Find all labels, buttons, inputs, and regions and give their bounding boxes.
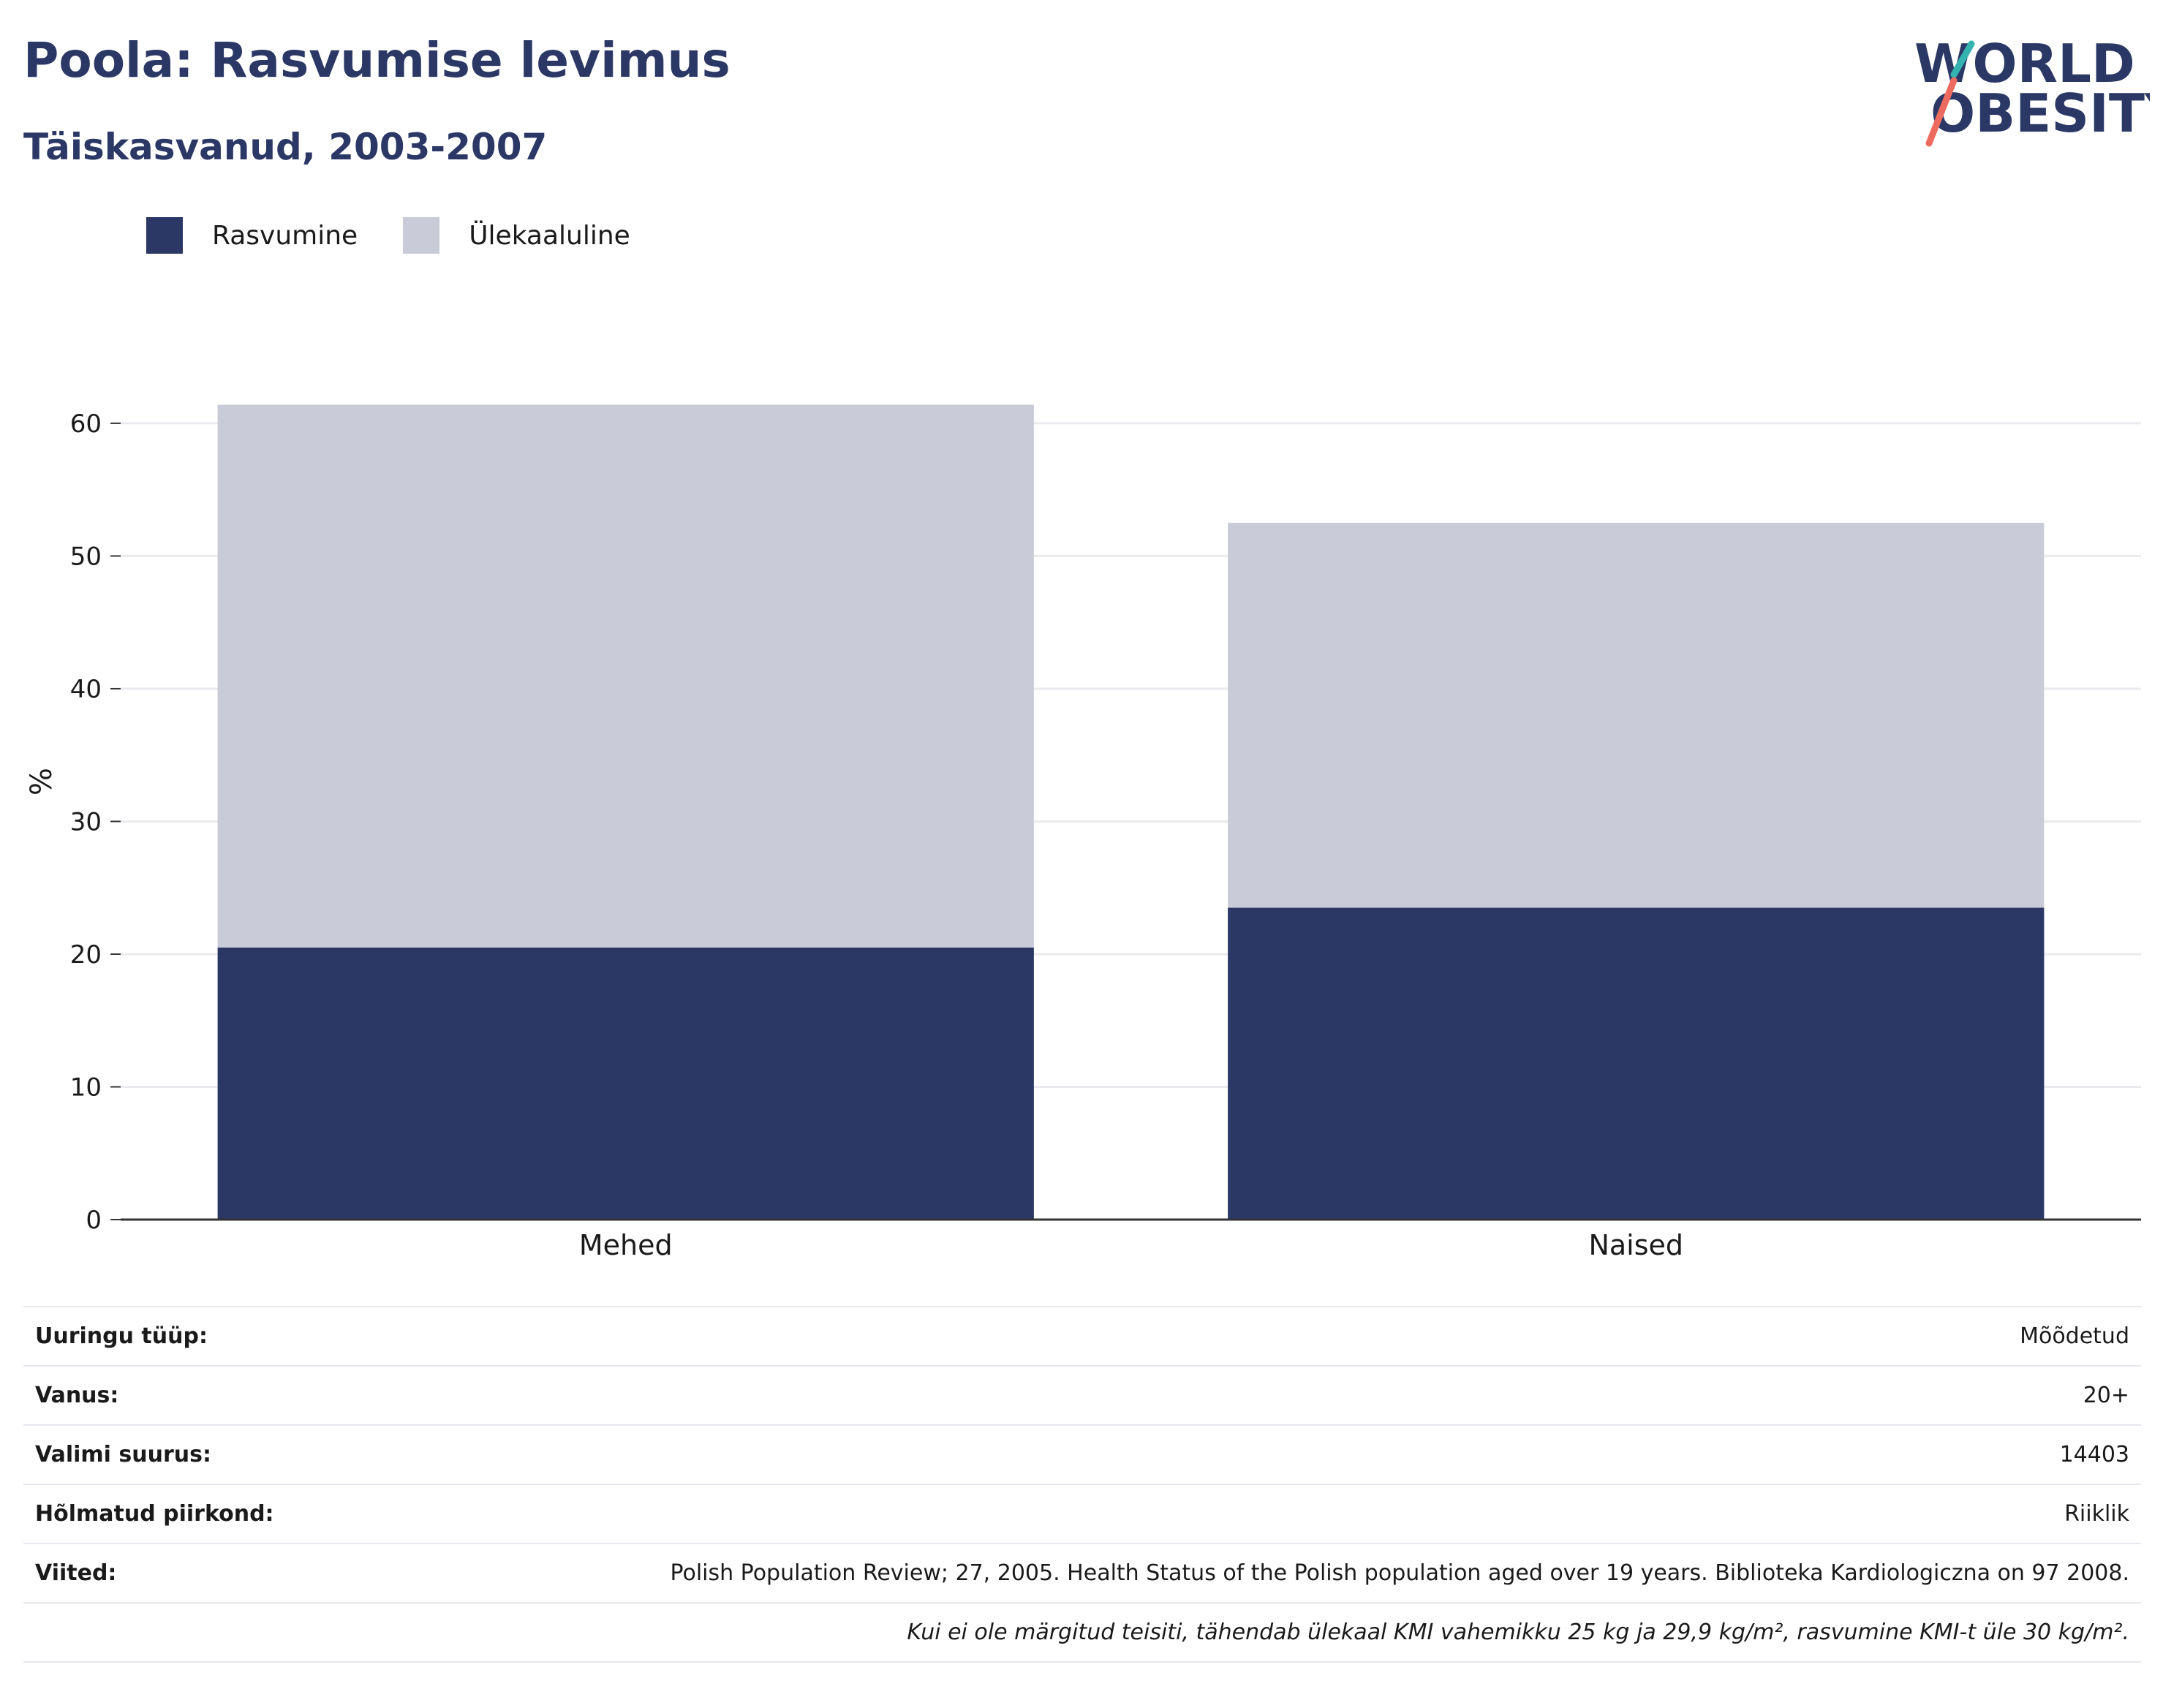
bar-obesity-naised (1228, 907, 2045, 1220)
info-row-references: Viited: Polish Population Review; 27, 20… (23, 1544, 2141, 1603)
logo-slash-coral (1925, 77, 1958, 147)
info-value: 14403 (2059, 1442, 2129, 1467)
info-row-area-covered: Hõlmatud piirkond: Riiklik (23, 1485, 2141, 1544)
y-tick-label: 10 (70, 1073, 102, 1102)
legend-swatch-overweight (403, 217, 440, 254)
info-row-survey-type: Uuringu tüüp: Mõõdetud (23, 1307, 2141, 1367)
bar-obesity-mehed (217, 947, 1034, 1220)
chart-title: Poola: Rasvumise levimus (23, 32, 731, 88)
y-tick-label: 0 (86, 1206, 102, 1235)
x-tick-label: Mehed (579, 1229, 673, 1261)
legend-item-obesity: Rasvumine (146, 217, 358, 254)
info-label: Hõlmatud piirkond: (35, 1501, 274, 1527)
y-tick-label: 30 (70, 807, 102, 836)
chart-subtitle: Täiskasvanud, 2003-2007 (23, 126, 548, 168)
info-label: Valimi suurus: (35, 1442, 211, 1467)
info-value: Riiklik (2064, 1501, 2129, 1527)
legend-label-obesity: Rasvumine (212, 220, 358, 251)
info-row-note: Kui ei ole märgitud teisiti, tähendab ül… (23, 1603, 2141, 1663)
bar-overweight-mehed (217, 404, 1034, 948)
info-label: Vanus: (35, 1383, 119, 1408)
legend-swatch-obesity (146, 217, 183, 254)
chart-legend: Rasvumine Ülekaaluline (146, 216, 676, 254)
stacked-bar-chart: 0 10 20 30 40 50 60% Mehed Naised (25, 404, 2141, 1261)
info-row-age: Vanus: 20+ (23, 1367, 2141, 1426)
y-tick-label: 50 (70, 542, 102, 571)
x-tick-label: Naised (1588, 1229, 1683, 1261)
legend-item-overweight: Ülekaaluline (403, 217, 630, 254)
info-value: 20+ (2083, 1383, 2129, 1408)
legend-label-overweight: Ülekaaluline (469, 220, 630, 251)
info-value: Mõõdetud (2020, 1323, 2129, 1349)
logo-line-2: OBESITY (1930, 83, 2150, 144)
y-axis-label: % (25, 768, 58, 796)
y-tick-label: 40 (70, 675, 102, 704)
info-table: Uuringu tüüp: Mõõdetud Vanus: 20+ Valimi… (23, 1306, 2141, 1663)
logo-slash-teal (1950, 40, 1975, 78)
bar-overweight-naised (1228, 523, 2045, 908)
info-label: Viited: (35, 1560, 117, 1586)
info-label: Uuringu tüüp: (35, 1323, 208, 1349)
definition-note: Kui ei ole märgitud teisiti, tähendab ül… (907, 1620, 2129, 1645)
y-tick-label: 60 (70, 409, 102, 439)
info-row-sample-size: Valimi suurus: 14403 (23, 1426, 2141, 1485)
y-tick-label: 20 (70, 940, 102, 970)
info-value: Polish Population Review; 27, 2005. Heal… (670, 1560, 2129, 1586)
world-obesity-logo: WORLD OBESITY (1914, 33, 2150, 147)
